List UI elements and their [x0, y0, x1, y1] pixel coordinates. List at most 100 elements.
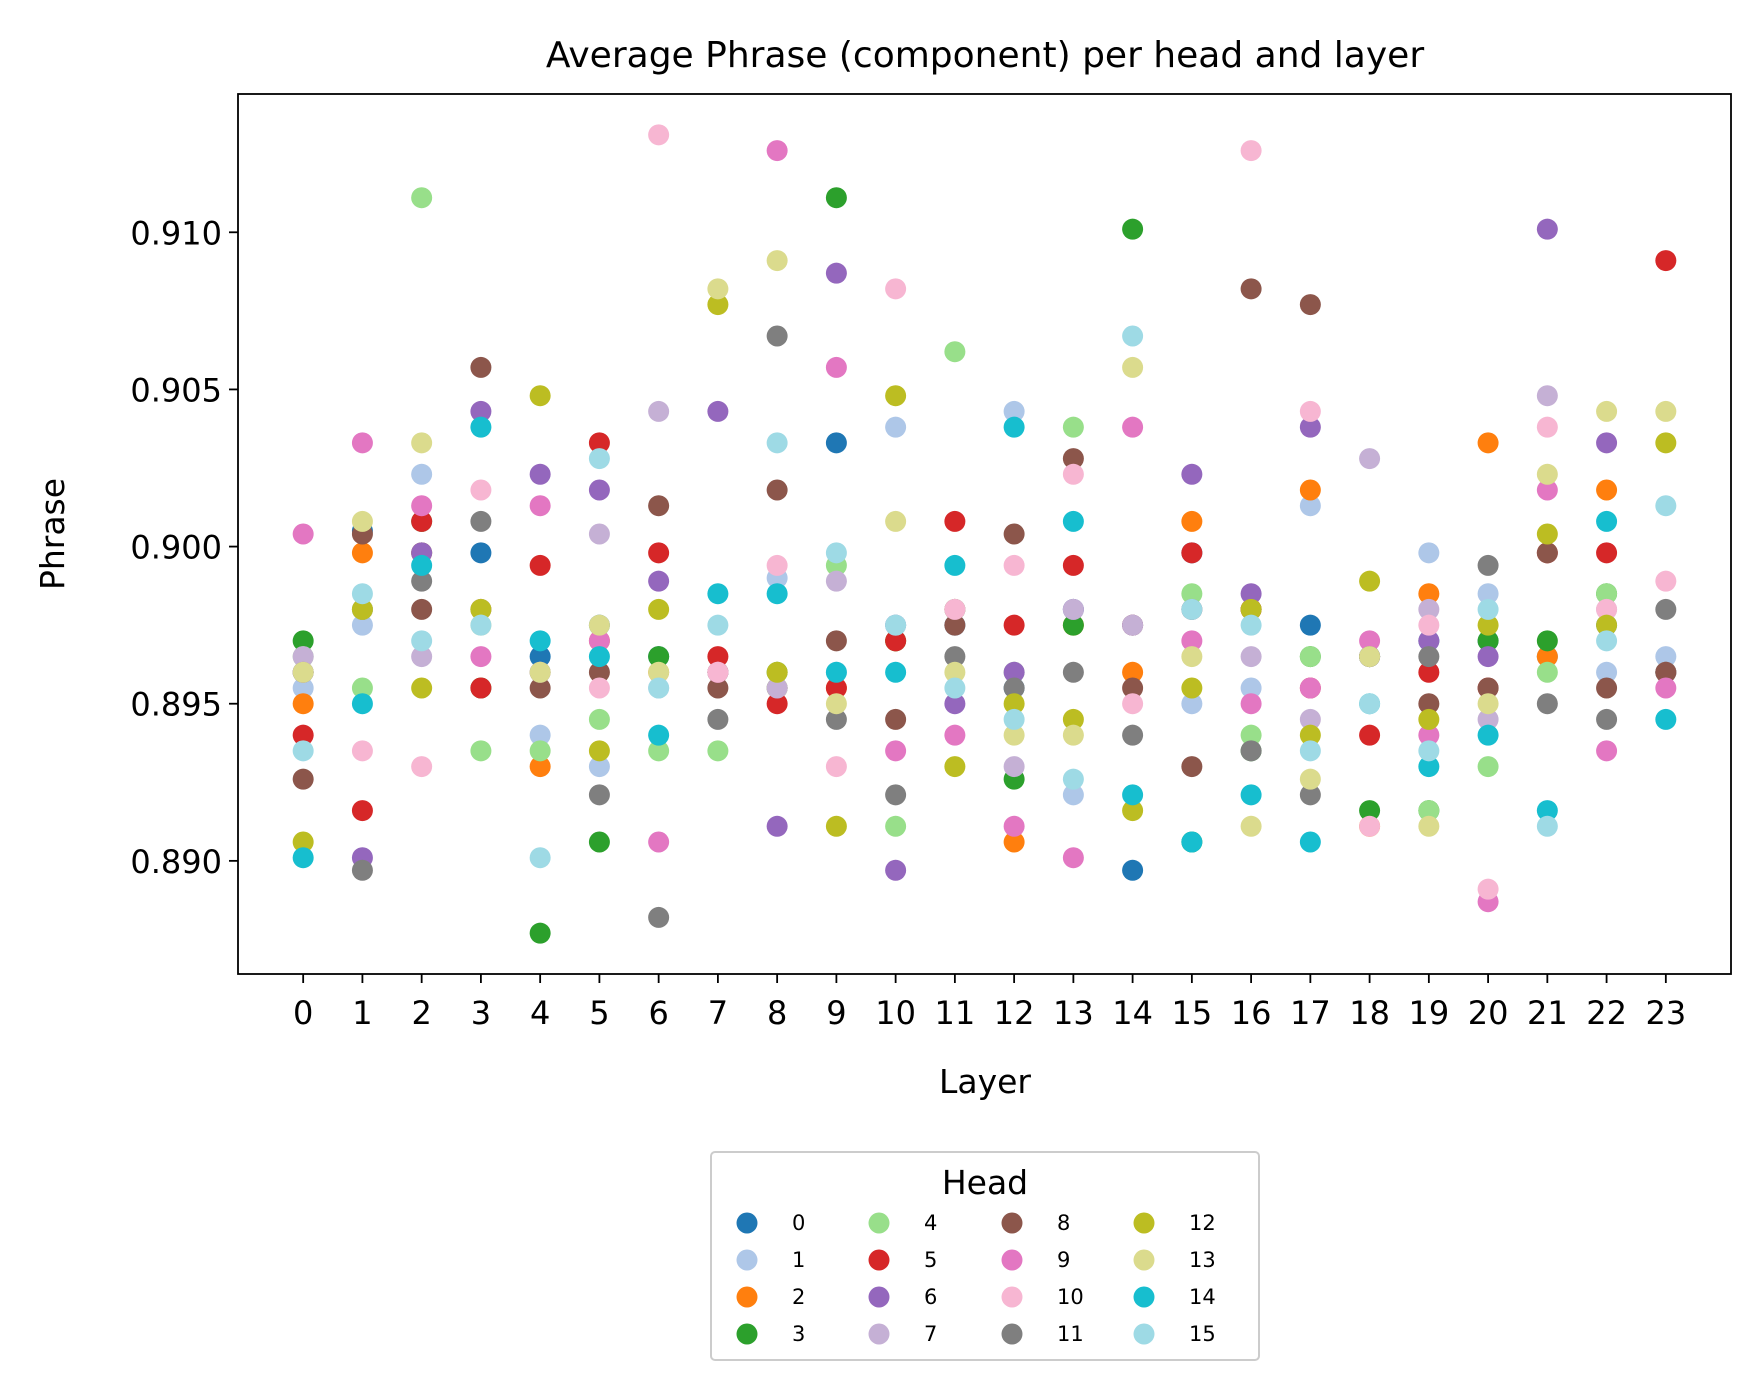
y-axis: 0.890 0.895 0.900 0.905 0.910 — [130, 214, 238, 881]
data-point-head-5-layer-8 — [766, 693, 788, 715]
data-point-head-8-layer-7 — [707, 677, 729, 699]
data-point-head-5-layer-1 — [351, 800, 373, 822]
x-tick-label: 1 — [352, 994, 372, 1032]
data-point-head-8-layer-8 — [766, 479, 788, 501]
legend-title: Head — [942, 1163, 1028, 1202]
data-point-head-12-layer-18 — [1359, 570, 1381, 592]
data-point-head-9-layer-4 — [529, 495, 551, 517]
legend-marker-head-15 — [1133, 1323, 1155, 1345]
data-point-head-14-layer-2 — [411, 554, 433, 576]
legend-marker-head-11 — [1001, 1323, 1023, 1345]
data-point-head-14-layer-23 — [1655, 708, 1677, 730]
data-point-head-6-layer-10 — [885, 859, 907, 881]
x-tick-label: 16 — [1231, 994, 1272, 1032]
data-point-head-1-layer-20 — [1477, 583, 1499, 605]
data-point-head-8-layer-5 — [588, 661, 610, 683]
data-point-head-13-layer-21 — [1536, 463, 1558, 485]
data-point-head-13-layer-4 — [529, 661, 551, 683]
data-point-head-13-layer-0 — [292, 661, 314, 683]
data-point-head-11-layer-16 — [1240, 740, 1262, 762]
data-point-head-2-layer-20 — [1477, 432, 1499, 454]
data-point-head-13-layer-13 — [1062, 724, 1084, 746]
data-point-head-6-layer-16 — [1240, 583, 1262, 605]
data-point-head-11-layer-1 — [351, 859, 373, 881]
data-point-head-1-layer-0 — [292, 677, 314, 699]
legend-marker-head-12 — [1133, 1212, 1155, 1234]
data-point-head-15-layer-8 — [766, 432, 788, 454]
legend-frame — [710, 1151, 1260, 1361]
data-point-head-8-layer-22 — [1596, 677, 1618, 699]
legend-marker-head-0 — [736, 1212, 758, 1234]
data-point-head-12-layer-0 — [292, 831, 314, 853]
data-point-head-5-layer-18 — [1359, 724, 1381, 746]
data-point-head-11-layer-17 — [1299, 784, 1321, 806]
data-point-head-9-layer-6 — [648, 831, 670, 853]
data-point-head-9-layer-17 — [1299, 677, 1321, 699]
data-point-head-8-layer-20 — [1477, 677, 1499, 699]
data-point-head-11-layer-9 — [825, 708, 847, 730]
legend-label-head-2: 2 — [792, 1285, 805, 1309]
data-point-head-7-layer-8 — [766, 677, 788, 699]
data-point-head-12-layer-22 — [1596, 614, 1618, 636]
data-point-head-8-layer-13 — [1062, 448, 1084, 470]
data-point-head-13-layer-5 — [588, 614, 610, 636]
data-point-head-3-layer-4 — [529, 922, 551, 944]
chart-title: Average Phrase (component) per head and … — [546, 35, 1424, 76]
data-point-head-5-layer-5 — [588, 432, 610, 454]
x-tick-label: 21 — [1527, 994, 1568, 1032]
x-tick-label: 23 — [1645, 994, 1686, 1032]
data-point-head-6-layer-17 — [1299, 416, 1321, 438]
data-point-head-8-layer-0 — [292, 768, 314, 790]
data-point-head-14-layer-4 — [529, 630, 551, 652]
y-tick-label: 0.895 — [130, 686, 222, 724]
data-point-head-4-layer-5 — [588, 708, 610, 730]
legend-label-head-8: 8 — [1057, 1211, 1070, 1235]
data-point-head-11-layer-6 — [648, 906, 670, 928]
data-point-head-15-layer-0 — [292, 740, 314, 762]
legend-label-head-3: 3 — [792, 1322, 805, 1346]
data-point-head-14-layer-0 — [292, 847, 314, 869]
data-point-head-12-layer-13 — [1062, 708, 1084, 730]
data-point-head-14-layer-12 — [1003, 416, 1025, 438]
data-points — [292, 124, 1677, 944]
data-point-head-4-layer-21 — [1536, 661, 1558, 683]
data-point-head-9-layer-1 — [351, 432, 373, 454]
data-point-head-15-layer-18 — [1359, 693, 1381, 715]
data-point-head-10-layer-22 — [1596, 598, 1618, 620]
data-point-head-0-layer-9 — [825, 432, 847, 454]
x-tick-label: 6 — [648, 994, 668, 1032]
data-point-head-3-layer-9 — [825, 187, 847, 209]
data-point-head-14-layer-21 — [1536, 800, 1558, 822]
data-point-head-6-layer-11 — [944, 693, 966, 715]
data-point-head-11-layer-7 — [707, 708, 729, 730]
data-point-head-14-layer-14 — [1122, 784, 1144, 806]
x-tick-label: 15 — [1172, 994, 1213, 1032]
x-tick-label: 14 — [1112, 994, 1153, 1032]
data-point-head-1-layer-1 — [351, 614, 373, 636]
data-point-head-13-layer-11 — [944, 661, 966, 683]
data-point-head-14-layer-7 — [707, 583, 729, 605]
data-point-head-10-layer-21 — [1536, 416, 1558, 438]
legend-marker-head-1 — [736, 1249, 758, 1271]
data-point-head-8-layer-12 — [1003, 523, 1025, 545]
legend-label-head-1: 1 — [792, 1248, 805, 1272]
data-point-head-2-layer-12 — [1003, 831, 1025, 853]
data-point-head-15-layer-5 — [588, 448, 610, 470]
data-point-head-5-layer-9 — [825, 677, 847, 699]
data-point-head-10-layer-14 — [1122, 693, 1144, 715]
data-point-head-12-layer-20 — [1477, 614, 1499, 636]
data-point-head-13-layer-22 — [1596, 400, 1618, 422]
data-point-head-10-layer-6 — [648, 124, 670, 146]
data-point-head-2-layer-4 — [529, 756, 551, 778]
data-point-head-5-layer-6 — [648, 542, 670, 564]
data-point-head-7-layer-21 — [1536, 385, 1558, 407]
data-point-head-3-layer-5 — [588, 831, 610, 853]
x-tick-label: 22 — [1586, 994, 1627, 1032]
data-point-head-15-layer-3 — [470, 614, 492, 636]
data-point-head-8-layer-19 — [1418, 693, 1440, 715]
data-point-head-13-layer-20 — [1477, 693, 1499, 715]
data-point-head-1-layer-4 — [529, 724, 551, 746]
data-point-head-6-layer-9 — [825, 262, 847, 284]
data-point-head-7-layer-14 — [1122, 614, 1144, 636]
y-tick-label: 0.890 — [130, 843, 222, 881]
